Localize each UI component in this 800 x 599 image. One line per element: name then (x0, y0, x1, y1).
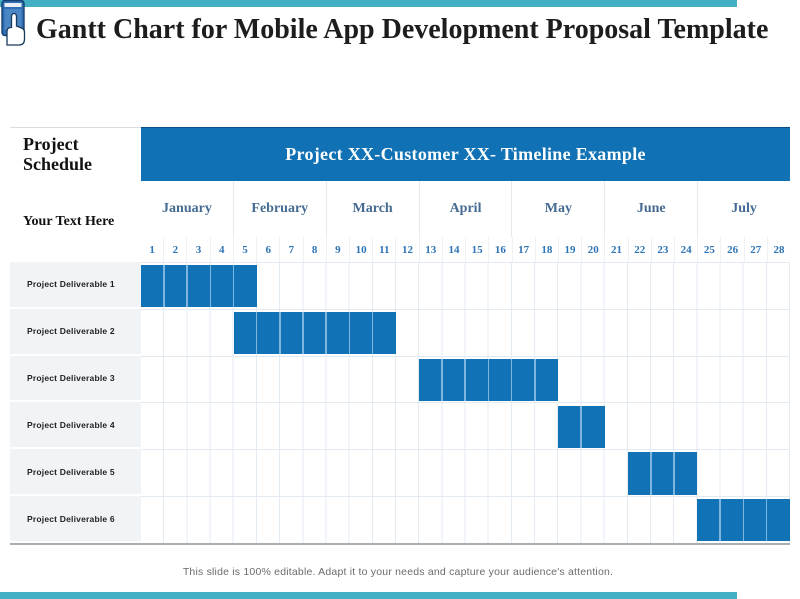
task-bar-day-separator (534, 358, 536, 401)
day-number: 17 (513, 237, 536, 262)
task-bar (141, 265, 257, 308)
day-number: 6 (257, 237, 281, 262)
gantt-row (141, 450, 790, 498)
day-number: 14 (443, 237, 467, 262)
task-bar-day-separator (325, 311, 327, 355)
day-number: 27 (745, 237, 768, 262)
task-label: Project Deliverable 1 (10, 262, 141, 309)
day-number: 22 (629, 237, 652, 262)
task-bar-day-separator (673, 452, 675, 495)
day-number: 16 (489, 237, 513, 262)
day-number: 23 (652, 237, 676, 262)
day-number: 4 (211, 237, 234, 262)
task-bar-day-separator (371, 311, 374, 355)
day-number: 18 (536, 237, 559, 262)
day-numbers-row: 1 2 3 4 5 6 7 8 9 10 11 12 13 14 15 16 17 18 19 20 21 22 23 24 2… (141, 237, 790, 262)
gantt-row (141, 357, 790, 404)
task-bar-day-separator (487, 358, 490, 401)
bottom-accent-bar (0, 592, 737, 599)
month-label: February (234, 181, 327, 237)
footer-note: This slide is 100% editable. Adapt it to… (182, 566, 614, 578)
month-label: July (731, 201, 757, 216)
month-label: June (605, 181, 699, 237)
task-label-column: Project Deliverable 1 Project Deliverable… (10, 262, 141, 543)
task-bar-day-separator (232, 265, 235, 308)
task-bar (697, 499, 790, 542)
task-bar (233, 311, 396, 355)
task-bar-day-separator (348, 311, 351, 355)
top-accent-bar (0, 0, 737, 7)
day-number: 25 (698, 237, 722, 262)
month-label: April (420, 181, 513, 237)
task-bar-day-separator (209, 265, 212, 308)
task-bar-day-separator (649, 452, 652, 495)
task-bar-day-separator (186, 265, 188, 308)
gantt-row (141, 403, 790, 451)
task-bar-day-separator (464, 358, 467, 401)
month-label: May (512, 181, 606, 237)
task-bar-day-separator (255, 311, 258, 355)
gantt-row (141, 263, 790, 310)
project-schedule-label: Project Schedule (10, 127, 141, 182)
task-bar (419, 358, 559, 401)
months-row: January February March April May June July (141, 181, 790, 237)
task-bar-day-separator (302, 311, 304, 355)
day-number: 12 (396, 237, 420, 262)
task-bar-day-separator (719, 499, 722, 542)
day-number: 13 (420, 237, 443, 262)
pointer-hand-slide-icon (1, 0, 26, 46)
task-label: Project Deliverable 2 (10, 308, 141, 356)
gantt-row (141, 310, 790, 357)
day-number: 19 (559, 237, 583, 262)
timeline-header-title: Project XX-Customer XX- Timeline Example (285, 144, 646, 164)
day-number: 21 (605, 237, 629, 262)
gantt-grid (141, 262, 790, 544)
day-number: 8 (304, 237, 327, 262)
day-number: 20 (582, 237, 606, 262)
day-number: 9 (327, 237, 350, 262)
day-number: 28 (773, 243, 785, 256)
task-label: Project Deliverable 4 (10, 402, 141, 450)
day-number: 10 (350, 237, 374, 262)
month-label: January (141, 181, 234, 237)
day-number: 2 (164, 237, 188, 262)
task-bar-day-separator (279, 311, 281, 355)
gantt-row (141, 497, 790, 544)
task-bar-day-separator (580, 405, 582, 448)
day-number: 3 (187, 237, 211, 262)
table-bottom-border (10, 543, 790, 545)
task-label: Project Deliverable 6 (10, 496, 141, 543)
day-number: 26 (721, 237, 745, 262)
day-number: 7 (280, 237, 304, 262)
day-number: 1 (141, 237, 165, 262)
day-number: 24 (675, 237, 699, 262)
day-number: 5 (234, 237, 258, 262)
task-label: Project Deliverable 3 (10, 355, 141, 403)
task-bar-day-separator (765, 499, 768, 542)
timeline-header-bar: Project XX-Customer XX- Timeline Example (141, 127, 790, 181)
month-label: March (327, 181, 420, 237)
task-label: Project Deliverable 5 (10, 449, 141, 497)
task-bar (627, 452, 698, 495)
task-bar-day-separator (441, 358, 443, 401)
your-text-here-label: Your Text Here (23, 214, 115, 229)
task-bar-day-separator (163, 265, 165, 308)
task-bar-day-separator (742, 499, 745, 542)
task-bar-day-separator (510, 358, 513, 401)
day-number: 11 (373, 237, 397, 262)
day-number: 15 (466, 237, 490, 262)
task-bar (558, 405, 605, 448)
page-title: Gantt Chart for Mobile App Development P… (36, 14, 769, 45)
